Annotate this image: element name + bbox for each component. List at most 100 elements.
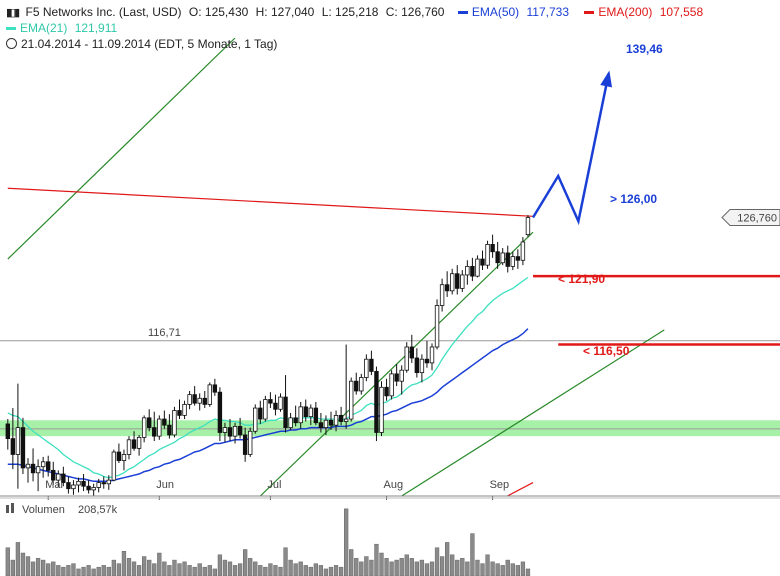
volume-bar [263, 566, 268, 576]
last-price-tag [721, 209, 780, 227]
volume-bar [364, 556, 369, 576]
volume-bar [525, 568, 531, 576]
candle-body [96, 482, 101, 488]
volume-bar [131, 561, 137, 576]
volume-bar [338, 566, 344, 576]
volume-bar [41, 559, 46, 576]
candle-body [172, 410, 177, 436]
volume-bar [465, 561, 470, 576]
candle-body [343, 418, 349, 422]
candle-body [283, 396, 288, 429]
candle-body [303, 406, 308, 418]
volume-bars [5, 508, 531, 576]
candle-body [30, 463, 36, 474]
volume-bar [212, 568, 217, 576]
volume-bar [434, 547, 440, 576]
candle-body [227, 427, 233, 437]
volume-bar [354, 558, 359, 576]
volume-bar [328, 566, 334, 576]
candle-body [207, 384, 212, 405]
volume-bar [237, 563, 243, 576]
volume-bar [419, 559, 425, 576]
volume-bar [101, 565, 106, 576]
candle-body [197, 397, 202, 404]
open-value: O: 125,430 [188, 5, 249, 19]
candle-body [15, 427, 21, 455]
candle-body [308, 407, 313, 418]
candle-body [298, 406, 303, 424]
candle-body [369, 358, 374, 372]
candle-body [202, 397, 207, 405]
volume-bar [20, 552, 26, 576]
volume-bar [409, 558, 414, 576]
volume-bar [111, 559, 116, 576]
volume-bar [258, 565, 263, 576]
candle-body [333, 414, 339, 426]
volume-bar [460, 558, 465, 576]
volume-bar [61, 566, 66, 576]
candle-body [157, 418, 162, 437]
ema50-legend-swatch [457, 11, 468, 15]
ema200-legend-value: 107,558 [659, 5, 704, 19]
ema21-legend-value: 121,911 [74, 21, 118, 35]
ema50-line [7, 328, 529, 483]
volume-bar [207, 565, 212, 576]
x-tick-label: Aug [384, 479, 404, 491]
volume-bar [293, 563, 298, 576]
candle-body [20, 427, 26, 469]
candle-body [394, 373, 399, 382]
volume-bar [455, 559, 460, 576]
volume-bar [227, 561, 233, 576]
ema21-legend-label: EMA(21) [20, 21, 68, 35]
volume-bar [172, 559, 177, 576]
breakout-annotation: > 126,00 [610, 192, 657, 206]
volume-bar [384, 558, 389, 576]
volume-icon [11, 503, 14, 513]
volume-bar [439, 556, 445, 576]
volume-bar [222, 559, 228, 576]
candle-body [268, 399, 273, 404]
volume-bar [35, 558, 41, 576]
volume-label: Volumen [22, 504, 65, 516]
volume-bar [96, 566, 101, 576]
candle-body [152, 427, 157, 437]
volume-bar [298, 561, 303, 576]
candle-body [232, 425, 238, 437]
candle-body [338, 414, 344, 422]
ema200-legend-label: EMA(200) [598, 5, 653, 19]
chart-type-icon[interactable]: ▮▯▮ [6, 7, 20, 19]
candle-body [81, 480, 86, 487]
reference-level-label: 116,71 [148, 327, 181, 339]
candle-body [51, 469, 56, 481]
plot-area: 116,71 [0, 38, 780, 496]
volume-bar [142, 556, 147, 576]
support2-annotation: < 116,50 [583, 344, 630, 358]
volume-bar [500, 565, 505, 576]
volume-bar [369, 559, 374, 576]
candle-body [399, 369, 404, 382]
candle-body [76, 480, 81, 486]
volume-bar [15, 542, 21, 576]
candle-body [455, 273, 460, 289]
volume-bar [66, 565, 71, 576]
volume-bar [76, 568, 81, 576]
candle-body [258, 407, 263, 420]
volume-bar [344, 508, 349, 576]
volume-bar [323, 568, 329, 576]
volume-icon [6, 505, 9, 513]
candle-body [91, 487, 96, 491]
volume-bar [374, 543, 379, 576]
candle-body [404, 346, 409, 371]
volume-bar [273, 565, 278, 576]
volume-bar [333, 565, 339, 576]
volume-bar [106, 566, 111, 576]
candle-body [131, 439, 137, 449]
candle-body [141, 417, 147, 438]
volume-bar [46, 563, 51, 576]
volume-bar [86, 565, 91, 576]
candle-body [56, 473, 61, 481]
date-range: 21.04.2014 - 11.09.2014 (EDT, 5 Monate, … [21, 37, 278, 51]
candle-body [242, 434, 248, 455]
candle-body [101, 482, 106, 485]
